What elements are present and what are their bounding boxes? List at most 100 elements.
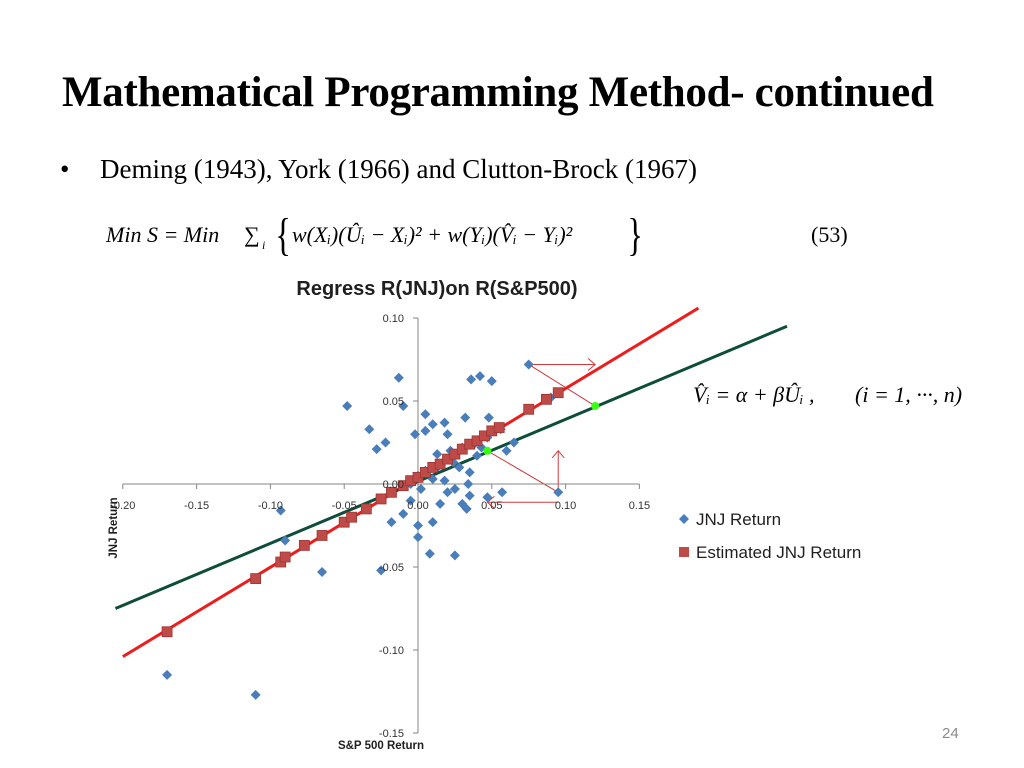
y-axis-label: JNJ Return — [108, 497, 120, 558]
x-tick-label: 0.15 — [629, 500, 650, 512]
data-point-jnj — [486, 376, 497, 387]
data-point-jnj — [464, 490, 475, 501]
annotation-line — [487, 450, 559, 493]
data-point-jnj — [250, 689, 261, 700]
data-point-jnj — [501, 445, 512, 456]
data-point-jnj — [442, 487, 453, 498]
data-point-jnj — [413, 520, 423, 531]
data-point-jnj — [162, 669, 173, 680]
data-point-estimated — [316, 530, 328, 541]
formula-body: w(Xᵢ)(Ûᵢ − Xᵢ)² + w(Yᵢ)(V̂ᵢ − Yᵢ)² — [292, 222, 573, 247]
annotation-arrowhead — [587, 358, 596, 371]
data-point-estimated — [360, 503, 372, 515]
data-point-estimated — [161, 626, 173, 638]
regression-line — [114, 324, 788, 610]
data-point-jnj — [464, 467, 475, 478]
x-tick-label: -0.20 — [110, 500, 135, 512]
series-group — [162, 359, 564, 700]
formula-side-range: (i = 1, ···, n) — [855, 382, 963, 407]
data-point-estimated — [523, 403, 535, 415]
x-tick-label: -0.15 — [184, 500, 209, 512]
left-brace: { — [275, 209, 291, 260]
data-point-jnj — [317, 566, 328, 577]
data-point-jnj — [410, 429, 421, 440]
x-tick-label: -0.10 — [258, 500, 283, 512]
data-point-jnj — [427, 517, 438, 528]
regression-lines — [114, 306, 788, 658]
annotation-line — [528, 364, 596, 407]
highlight-point — [591, 401, 600, 410]
legend-label: Estimated JNJ Return — [696, 543, 861, 562]
formula-lhs: Min S = Min — [106, 222, 220, 247]
annotation-arrows — [486, 358, 596, 509]
page-number: 24 — [942, 725, 959, 742]
data-point-jnj — [424, 548, 435, 559]
data-point-estimated — [541, 393, 552, 405]
data-point-jnj — [415, 483, 426, 494]
chart-title: Regress R(JNJ)on R(S&P500) — [296, 278, 577, 300]
data-point-jnj — [442, 429, 453, 440]
y-tick-label: 0.05 — [383, 396, 404, 408]
formula-side: V̂ᵢ = α + βÛᵢ , (i = 1, ···, n) — [693, 374, 993, 418]
data-point-estimated — [386, 486, 397, 498]
data-point-jnj — [483, 412, 494, 423]
data-point-jnj — [398, 508, 409, 519]
data-point-estimated — [250, 573, 262, 585]
x-tick-label: 0.00 — [407, 500, 428, 512]
data-point-estimated — [298, 540, 310, 551]
data-point-jnj — [523, 359, 534, 370]
slide-title: Mathematical Programming Method- continu… — [62, 69, 934, 116]
data-point-jnj — [508, 437, 519, 448]
legend-swatch-estimated — [679, 547, 689, 557]
y-tick-label: 0.10 — [383, 313, 404, 325]
data-point-jnj — [553, 487, 564, 498]
data-point-jnj — [376, 565, 387, 576]
data-point-estimated — [493, 422, 505, 433]
series-layer — [161, 359, 564, 700]
data-point-jnj — [466, 374, 477, 385]
annotation-arrowhead — [551, 450, 565, 459]
right-brace: } — [627, 209, 643, 260]
data-point-jnj — [460, 412, 471, 423]
data-point-jnj — [342, 400, 353, 411]
sum-subscript: i — [262, 238, 266, 252]
data-point-jnj — [474, 371, 485, 382]
formula-main: Min S = Min ∑ i { w(Xᵢ)(Ûᵢ − Xᵢ)² + w(Yᵢ… — [106, 206, 866, 266]
data-point-jnj — [463, 479, 474, 489]
data-point-jnj — [472, 450, 483, 461]
bullet-dot: • — [60, 154, 70, 184]
data-point-jnj — [280, 535, 291, 546]
data-point-jnj — [435, 498, 446, 509]
data-point-jnj — [380, 437, 391, 448]
highlight-points — [483, 401, 600, 455]
data-point-jnj — [461, 503, 472, 514]
y-tick-label: -0.10 — [379, 645, 404, 657]
data-point-jnj — [405, 495, 416, 506]
data-point-estimated — [375, 493, 387, 505]
bullet-text: Deming (1943), York (1966) and Clutton-B… — [100, 154, 697, 184]
data-point-jnj — [420, 409, 431, 420]
data-point-jnj — [413, 532, 423, 543]
series-group — [161, 387, 564, 638]
sum-symbol: ∑ — [244, 222, 260, 247]
data-point-jnj — [439, 475, 450, 486]
data-point-jnj — [454, 462, 465, 473]
legend-label: JNJ Return — [696, 510, 781, 529]
data-point-jnj — [497, 487, 508, 498]
data-point-estimated — [346, 511, 357, 523]
x-axis-label: S&P 500 Return — [338, 740, 424, 752]
data-point-estimated — [552, 387, 564, 399]
data-point-jnj — [449, 550, 460, 561]
y-tick-label: -0.15 — [379, 728, 404, 740]
data-point-jnj — [482, 492, 493, 503]
highlight-point — [483, 446, 492, 455]
data-point-jnj — [398, 400, 409, 411]
tick-labels: -0.20 -0.15 -0.10 -0.05 0.00 0.05 0.10 0.15 -0.1… — [110, 313, 650, 740]
data-point-jnj — [439, 417, 450, 428]
data-point-jnj — [449, 483, 460, 494]
y-tick-label: -0.05 — [379, 562, 404, 574]
chart-legend: JNJ Return Estimated JNJ Return — [679, 510, 861, 562]
data-point-estimated — [279, 551, 291, 563]
x-tick-label: 0.05 — [481, 500, 502, 512]
